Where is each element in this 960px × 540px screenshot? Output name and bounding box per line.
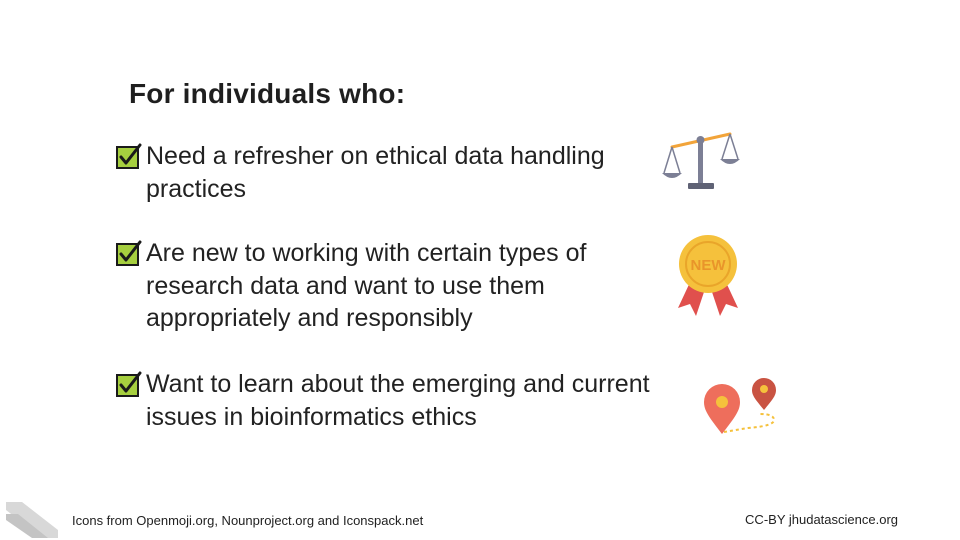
list-item-text: Want to learn about the emerging and cur… — [146, 370, 650, 431]
list-item-text: Need a refresher on ethical data handlin… — [146, 142, 605, 203]
map-route-icon — [704, 378, 776, 434]
new-badge-icon: NEW — [678, 235, 738, 316]
footer-credits: Icons from Openmoji.org, Nounproject.org… — [72, 513, 424, 528]
checkbox-checked-icon — [116, 371, 142, 397]
footer-license: CC-BY jhudatascience.org — [745, 512, 898, 527]
logo — [6, 502, 58, 538]
list-item-text: Are new to working with certain types of… — [146, 239, 587, 332]
badge-label: NEW — [691, 257, 727, 274]
slide-title: For individuals who: — [129, 78, 406, 109]
checkbox-checked-icon — [116, 240, 142, 266]
balance-scale-icon — [662, 132, 740, 189]
checkbox-checked-icon — [116, 143, 142, 169]
